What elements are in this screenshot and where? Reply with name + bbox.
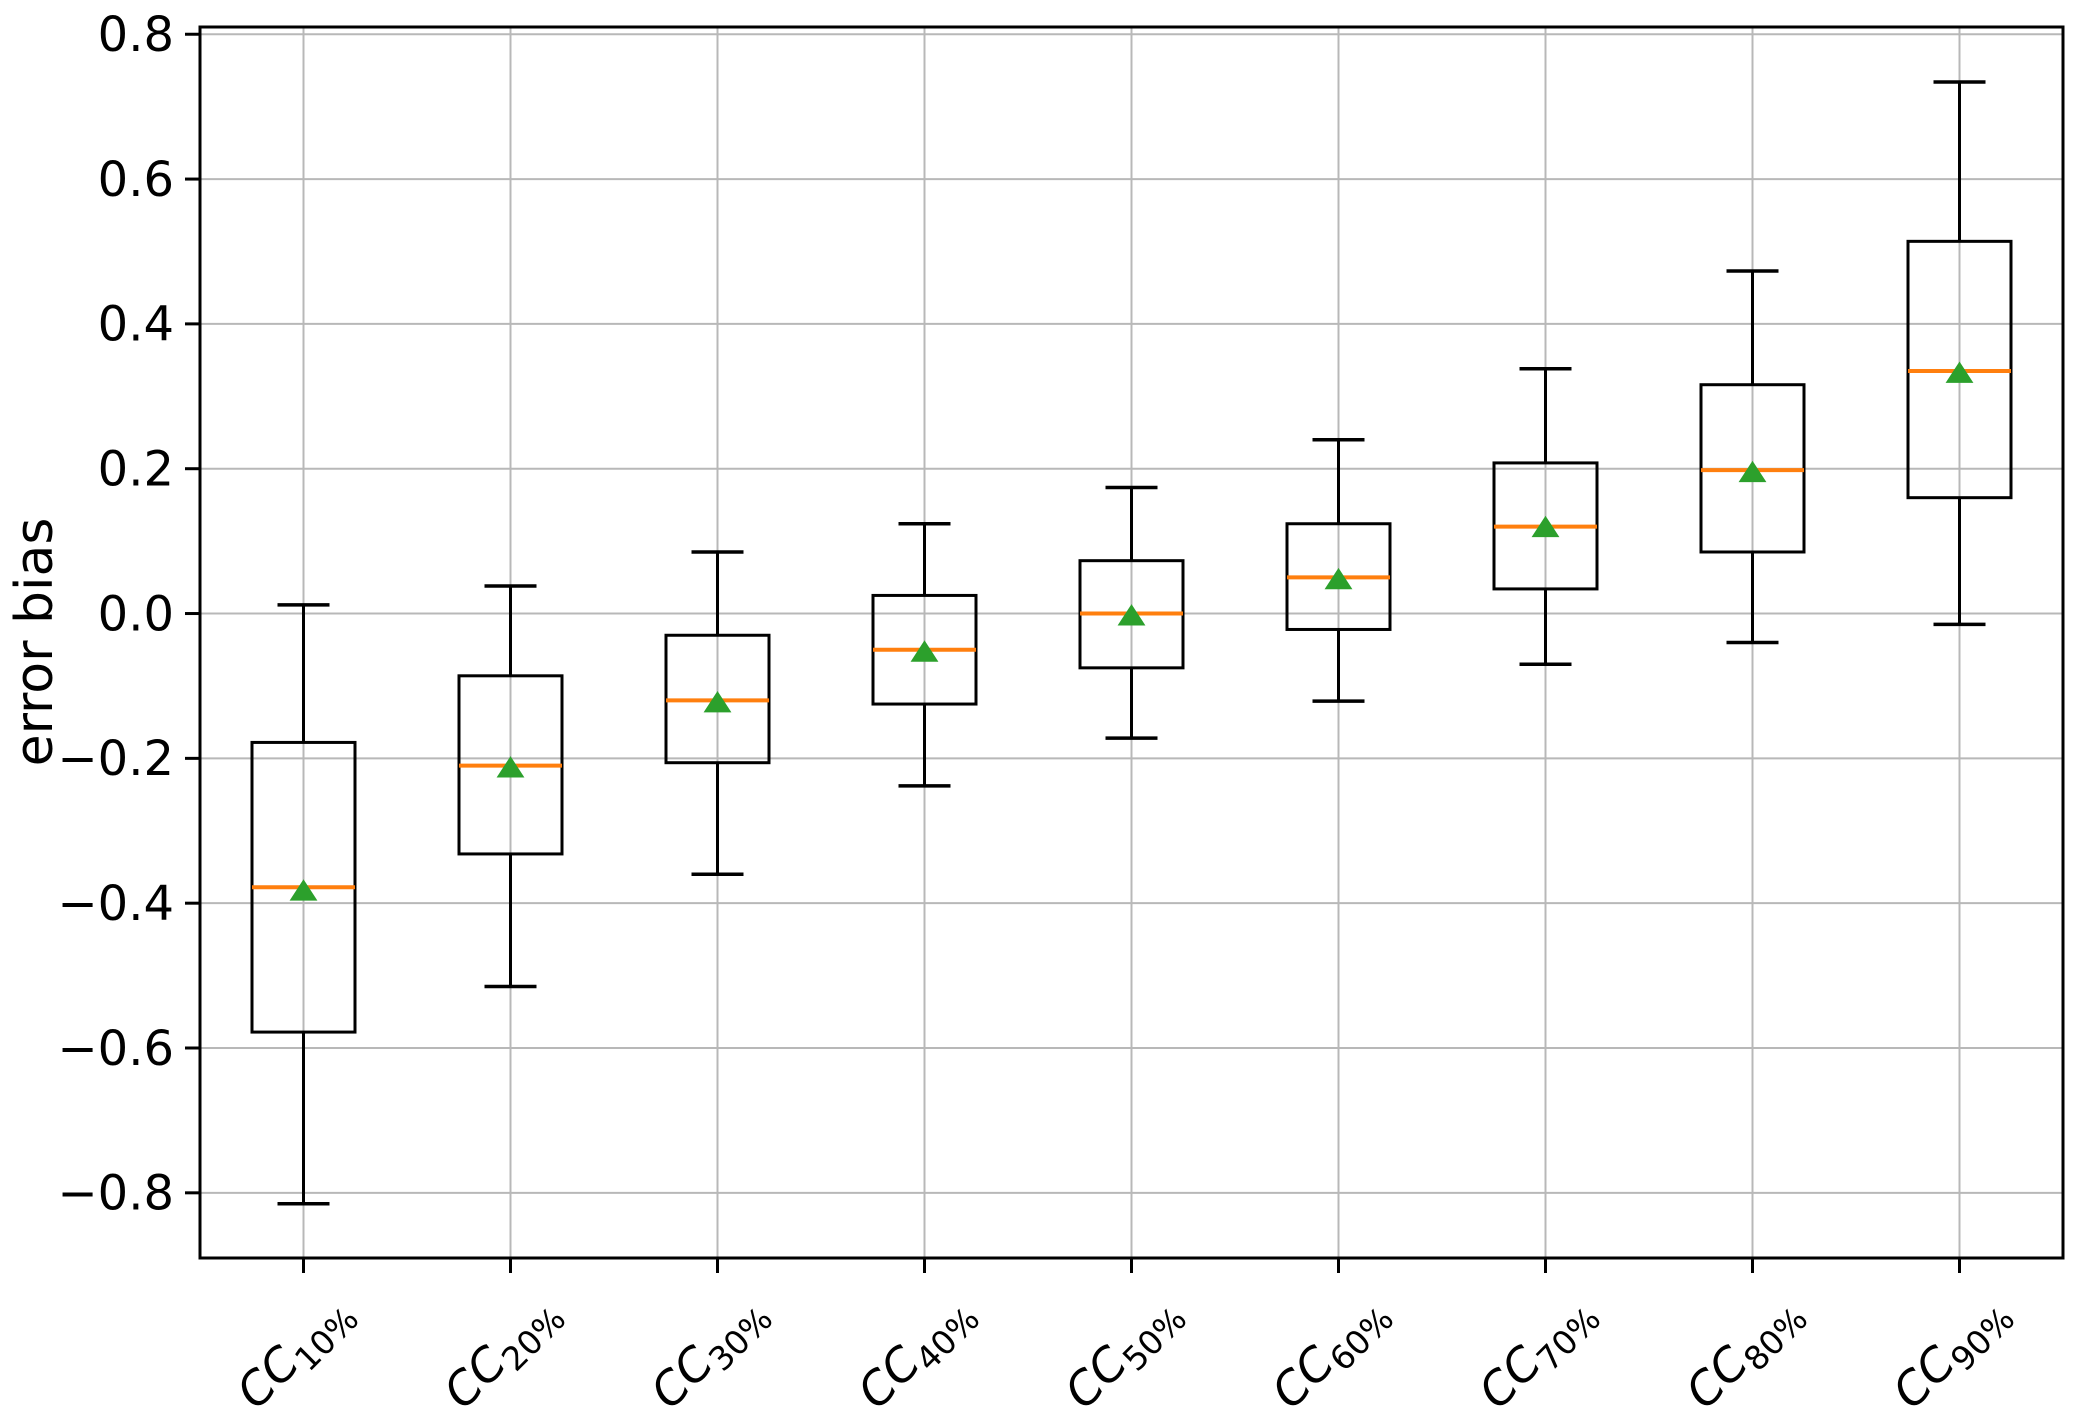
mean-marker <box>289 879 318 901</box>
mean-marker <box>1531 515 1560 538</box>
mean-marker <box>910 640 939 662</box>
box-group-CC70% <box>1492 367 1599 666</box>
box-group-CC80% <box>1699 269 1806 645</box>
y-tick-label: −0.6 <box>57 1021 174 1077</box>
mean-marker <box>1945 361 1974 383</box>
box-group-CC10% <box>250 603 357 1206</box>
y-tick-label: −0.2 <box>57 731 174 787</box>
x-tick-label: CC70% <box>1468 1284 1608 1424</box>
box-layer <box>250 80 2013 1206</box>
mean-marker <box>1738 460 1767 483</box>
x-tick-label: CC30% <box>640 1284 780 1424</box>
x-tick-label: CC40% <box>847 1284 987 1424</box>
box-group-CC40% <box>871 521 978 788</box>
y-tick-label: −0.8 <box>57 1166 174 1222</box>
box-group-CC50% <box>1078 485 1185 740</box>
box-group-CC20% <box>457 584 564 989</box>
y-tick-label: 0.4 <box>98 297 174 353</box>
y-axis-title: error bias <box>5 518 65 767</box>
box-group-CC60% <box>1285 437 1392 703</box>
mean-marker <box>1324 567 1353 590</box>
x-tick-label: CC20% <box>433 1284 573 1424</box>
box-group-CC30% <box>664 550 771 876</box>
x-tick-label: CC60% <box>1261 1284 1401 1424</box>
y-tick-label: 0.6 <box>98 152 174 208</box>
grid-layer <box>200 27 2063 1258</box>
mean-marker <box>1117 604 1146 626</box>
y-tick-label: −0.4 <box>57 876 174 932</box>
axis-layer: 0.8 0.6 0.4 0.2 0.0 −0.2 −0.4 −0.6 −0.8 CC10% CC20… <box>57 7 2065 1424</box>
x-tick-label: CC10% <box>226 1284 366 1424</box>
y-tick-label: 0.2 <box>98 442 174 498</box>
mean-marker <box>496 756 525 778</box>
y-tick-label: 0.8 <box>98 7 174 63</box>
y-tick-label: 0.0 <box>98 586 174 642</box>
x-tick-label: CC50% <box>1054 1284 1194 1424</box>
x-tick-label: CC80% <box>1675 1284 1815 1424</box>
x-tick-label: CC90% <box>1882 1284 2022 1424</box>
box-group-CC90% <box>1906 80 2013 627</box>
mean-marker <box>703 690 732 713</box>
